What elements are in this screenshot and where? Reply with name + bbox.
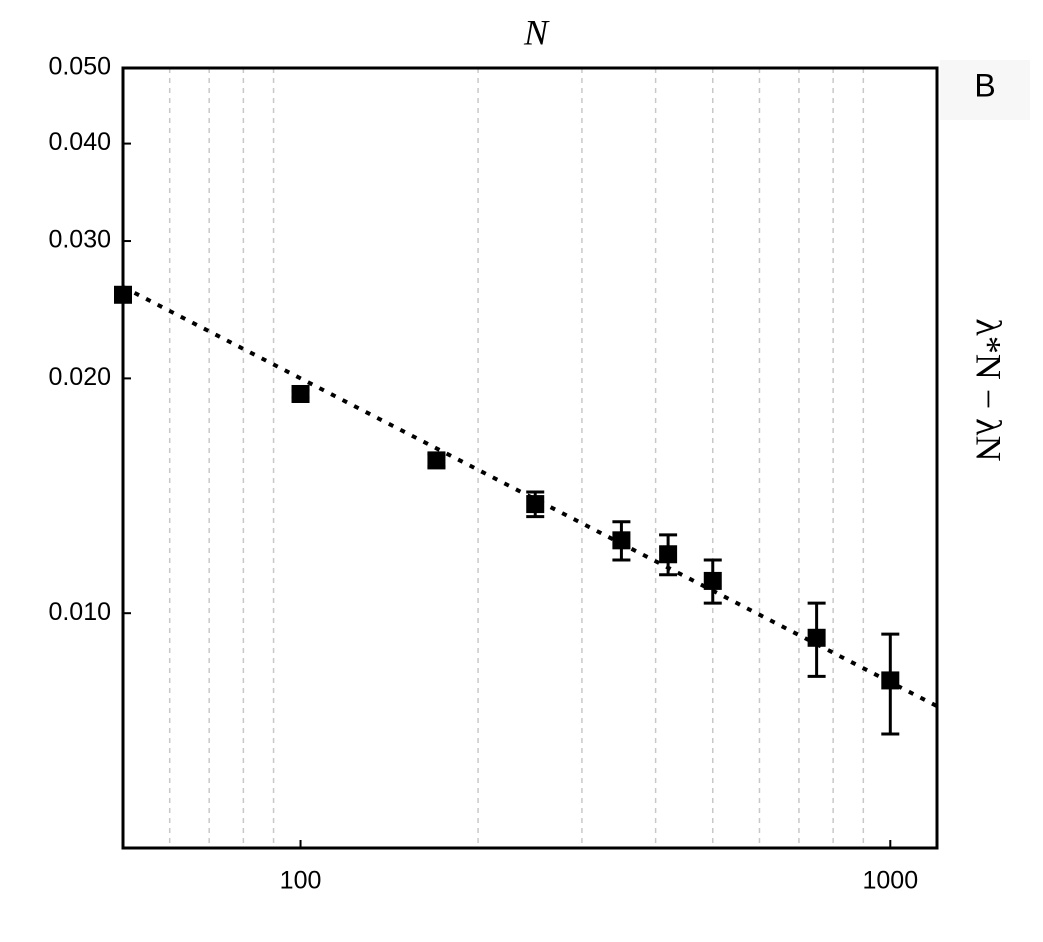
chart-title: N (523, 12, 550, 52)
marker (526, 495, 545, 514)
marker (881, 671, 900, 690)
marker (703, 571, 722, 590)
y-axis-label: λ*N − λN (969, 318, 1009, 461)
x-tick-label: 1000 (862, 867, 918, 895)
panel-label: B (974, 67, 995, 103)
marker (659, 545, 678, 564)
y-tick-label: 0.050 (48, 53, 111, 81)
plot-frame (121, 66, 939, 850)
y-tick-label: 0.040 (48, 128, 111, 156)
y-tick-label: 0.030 (48, 226, 111, 254)
marker (807, 628, 826, 647)
marker (114, 285, 132, 304)
marker (612, 531, 631, 550)
panel-label-bg (940, 60, 1030, 120)
marker (291, 384, 310, 403)
x-tick-label: 100 (280, 867, 322, 895)
y-tick-label: 0.010 (48, 598, 111, 626)
marker (427, 451, 446, 470)
y-tick-label: 0.020 (48, 363, 111, 391)
